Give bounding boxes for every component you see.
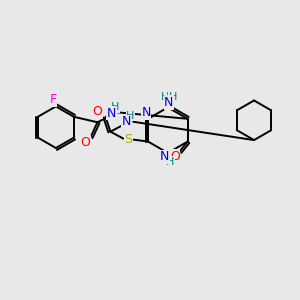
Text: F: F xyxy=(49,93,56,106)
Text: N: N xyxy=(122,115,131,128)
Text: N: N xyxy=(160,150,170,164)
Text: H: H xyxy=(161,92,169,103)
Text: S: S xyxy=(124,133,132,146)
Text: O: O xyxy=(170,150,180,163)
Text: O: O xyxy=(81,136,91,148)
Text: H: H xyxy=(126,111,134,121)
Text: H: H xyxy=(166,157,174,167)
Text: O: O xyxy=(93,105,103,119)
Text: N: N xyxy=(107,107,116,120)
Text: N: N xyxy=(164,96,173,109)
Text: H: H xyxy=(169,92,177,103)
Text: N: N xyxy=(141,106,151,119)
Text: H: H xyxy=(111,102,119,112)
